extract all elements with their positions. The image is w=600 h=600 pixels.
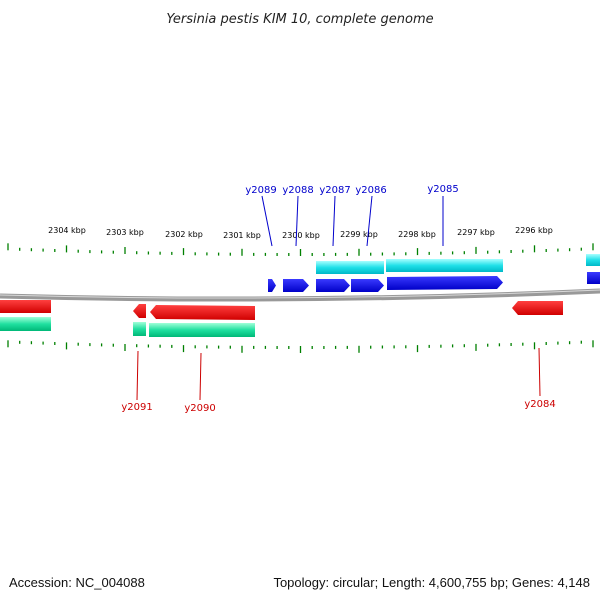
gene-label-y2085[interactable]: y2085 [427,184,458,195]
cds-bar[interactable] [586,254,600,266]
scale-label: 2303 kbp [106,228,144,237]
forward-gene-track [268,272,600,292]
gene-label-y2089[interactable]: y2089 [245,185,276,196]
gene-arrow-y2084[interactable] [512,301,563,315]
leader-line [332,195,336,247]
gene-arrow-y2088[interactable] [283,279,309,292]
scale-label: 2301 kbp [223,231,261,240]
leader-line [366,195,373,247]
reverse-gene-track [0,300,563,320]
scale-ticks-top [7,243,594,256]
gene-arrow-y2089[interactable] [268,279,276,292]
gene-label-y2086[interactable]: y2086 [355,185,386,196]
reverse-gene-labels [136,347,541,401]
cds-bar[interactable] [0,317,51,331]
gene-label-y2084[interactable]: y2084 [524,399,555,410]
gene-arrow-y2085[interactable] [387,276,503,290]
leader-line [199,352,202,401]
scale-label: 2298 kbp [398,230,436,239]
gene-arrow-y2090[interactable] [150,305,255,320]
cds-bar[interactable] [316,261,384,274]
gene-arrow-edge[interactable] [0,300,51,313]
scale-label: 2300 kbp [282,231,320,240]
leader-line [136,350,139,401]
cds-bar[interactable] [386,259,503,272]
scale-label: 2299 kbp [340,230,378,239]
scale-ticks-bottom [7,340,594,353]
scale-label: 2296 kbp [515,226,553,235]
genome-backbone-highlight [0,289,600,299]
scale-label: 2302 kbp [165,230,203,239]
reverse-cds-track [0,317,255,337]
gene-label-y2088[interactable]: y2088 [282,185,313,196]
leader-line [261,195,273,247]
leader-line [538,347,541,397]
genome-summary-text: Topology: circular; Length: 4,600,755 bp… [273,575,590,590]
gene-label-y2087[interactable]: y2087 [319,185,350,196]
scale-labels: 2304 kbp 2303 kbp 2302 kbp 2301 kbp 2300… [48,226,553,240]
gene-label-y2090[interactable]: y2090 [184,403,215,414]
scale-label: 2304 kbp [48,226,86,235]
gene-arrow-y2091[interactable] [133,304,146,318]
accession-text: Accession: NC_004088 [9,575,145,590]
leader-line [295,195,299,247]
gene-label-y2091[interactable]: y2091 [121,402,152,413]
genome-title: Yersinia pestis KIM 10, complete genome [166,12,433,27]
cds-bar[interactable] [149,323,255,337]
gene-arrow-y2087[interactable] [316,279,350,292]
genome-backbone [0,288,600,302]
forward-cds-track [316,254,600,274]
scale-label: 2297 kbp [457,228,495,237]
gene-arrow-edge[interactable] [587,272,600,284]
forward-gene-labels [261,195,444,247]
cds-bar[interactable] [133,322,146,336]
gene-arrow-y2086[interactable] [351,279,384,292]
